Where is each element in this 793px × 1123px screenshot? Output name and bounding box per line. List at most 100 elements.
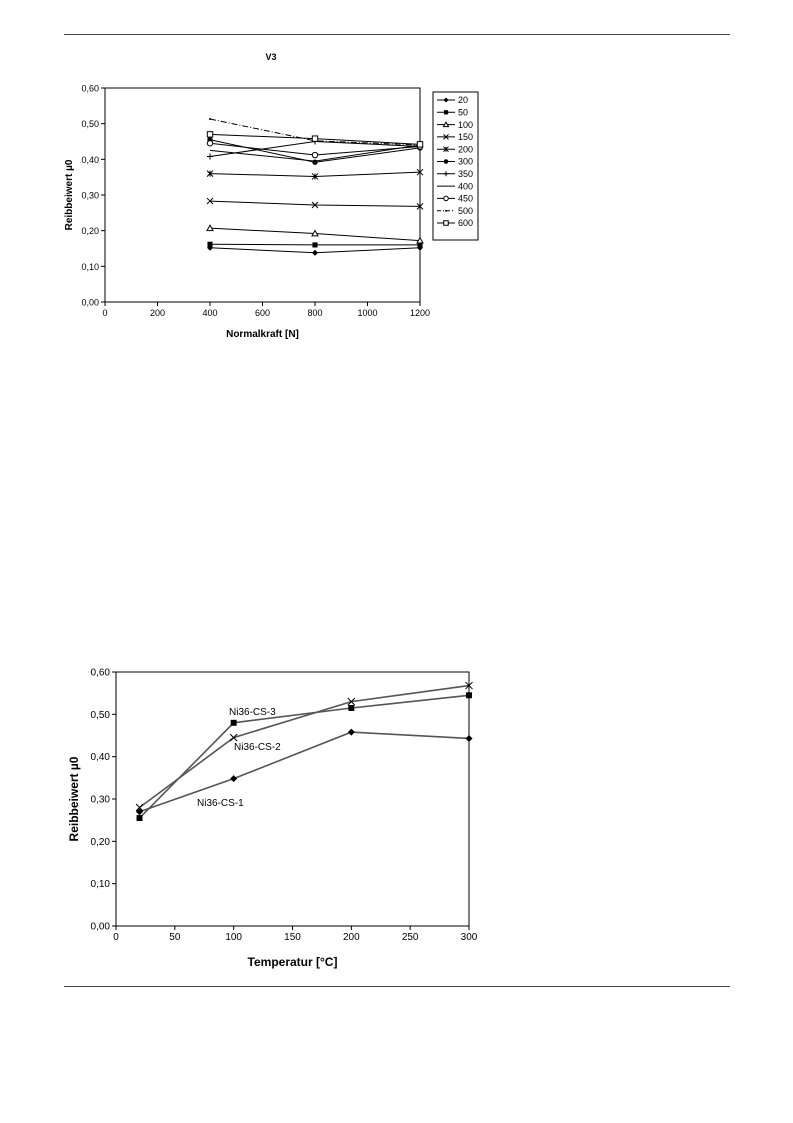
series-label-ni36-cs-3: Ni36-CS-3 <box>229 707 276 718</box>
legend-label: 100 <box>458 120 473 130</box>
data-point <box>206 170 214 177</box>
x-tick-label: 200 <box>150 308 165 318</box>
legend-marker <box>443 171 449 177</box>
chart-friction-vs-normal-force: 0,00 0,10 0,20 0,30 0,40 0,50 0,60 0 200 400 600 80… <box>64 52 479 340</box>
y-tick-label: 0,10 <box>91 879 111 890</box>
data-point <box>206 140 214 147</box>
legend-label: 50 <box>458 108 468 118</box>
x-tick-label: 50 <box>169 932 181 943</box>
series-ni36-cs-3 <box>136 692 472 822</box>
data-point <box>465 734 473 742</box>
legend-marker <box>443 134 449 140</box>
series-line <box>209 144 421 162</box>
y-tick-label: 0,00 <box>81 298 99 308</box>
x-tick-label: 0 <box>113 932 119 943</box>
legend-label: 20 <box>458 95 468 105</box>
series-400 <box>209 144 421 162</box>
legend-item-300: 300 <box>437 157 473 167</box>
legend-item-200: 200 <box>437 144 473 154</box>
x-tick-label: 600 <box>255 308 270 318</box>
x-tick-label: 100 <box>225 932 242 943</box>
y-axis-label: Reibbeiwert µ0 <box>67 756 81 841</box>
data-point <box>311 173 319 180</box>
data-point <box>311 201 319 209</box>
y-tick-label: 0,30 <box>91 795 111 806</box>
legend-label: 300 <box>458 157 473 167</box>
series-label-ni36-cs-1: Ni36-CS-1 <box>197 798 244 809</box>
x-tick-label: 200 <box>343 932 360 943</box>
legend-marker <box>443 146 449 153</box>
legend-item-350: 350 <box>437 169 473 179</box>
data-point <box>207 153 213 160</box>
data-point <box>136 808 144 816</box>
y-tick-label: 0,60 <box>81 84 99 94</box>
data-point <box>466 692 472 699</box>
data-point <box>416 141 424 148</box>
legend-label: 200 <box>458 144 473 154</box>
data-point <box>135 803 144 812</box>
chart-title: V3 <box>265 52 276 62</box>
data-point <box>206 197 214 205</box>
data-point <box>416 168 424 176</box>
legend-marker <box>443 159 449 164</box>
legend-label: 600 <box>458 218 473 228</box>
data-point <box>230 775 238 783</box>
y-tick-label: 0,40 <box>81 155 99 165</box>
y-tick-label: 0,20 <box>81 226 99 236</box>
legend-item-20: 20 <box>437 95 468 105</box>
data-point <box>348 705 355 711</box>
data-point <box>229 733 238 742</box>
series-150 <box>206 197 424 210</box>
series-line <box>139 684 470 809</box>
x-tick-label: 300 <box>461 932 478 943</box>
data-point <box>206 224 214 232</box>
data-point <box>206 131 214 138</box>
data-point <box>416 203 424 210</box>
legend-item-450: 450 <box>437 194 473 204</box>
data-point <box>312 249 318 256</box>
legend-marker <box>443 110 449 115</box>
y-tick-label: 0,20 <box>91 837 111 848</box>
y-axis-label: Reibbeiwert µ0 <box>64 159 75 230</box>
series-ni36-cs-2 <box>135 681 473 812</box>
y-tick-label: 0,60 <box>91 668 111 679</box>
data-point <box>230 719 237 726</box>
data-point <box>311 229 319 237</box>
x-tick-label: 1000 <box>357 308 377 318</box>
data-point <box>311 135 319 142</box>
data-point <box>311 151 319 159</box>
series-line <box>138 694 470 819</box>
data-point <box>347 728 355 736</box>
series-100 <box>206 224 424 244</box>
data-point <box>207 241 213 247</box>
legend-marker <box>443 97 449 103</box>
legend-box <box>432 91 479 241</box>
y-tick-label: 0,10 <box>81 262 99 272</box>
y-tick-label: 0,50 <box>91 710 111 721</box>
y-tick-label: 0,00 <box>91 922 111 933</box>
series-label-ni36-cs-2: Ni36-CS-2 <box>234 742 281 753</box>
x-tick-label: 0 <box>102 308 107 318</box>
legend-item-50: 50 <box>437 108 468 118</box>
footer-rule <box>64 986 730 987</box>
data-point <box>347 697 356 706</box>
series-ni36-cs-1 <box>136 728 473 816</box>
x-tick-label: 250 <box>402 932 419 943</box>
legend-item-100: 100 <box>437 120 473 130</box>
legend-item-150: 150 <box>437 132 473 142</box>
chart-friction-vs-temperature: 0,00 0,10 0,20 0,30 0,40 0,50 0,60 0 50 100 150 200… <box>67 668 478 970</box>
plot-frame <box>115 671 470 927</box>
x-tick-label: 150 <box>284 932 301 943</box>
legend-label: 150 <box>458 132 473 142</box>
x-axis-label: Normalkraft [N] <box>226 329 299 340</box>
y-tick-label: 0,40 <box>91 752 111 763</box>
data-point <box>416 236 424 244</box>
series-600 <box>206 131 424 148</box>
x-tick-label: 1200 <box>410 308 430 318</box>
data-point <box>312 242 318 248</box>
series-200 <box>206 168 424 180</box>
legend-label: 500 <box>458 206 473 216</box>
series-50 <box>207 241 423 248</box>
data-point <box>417 242 423 248</box>
legend-label: 450 <box>458 194 473 204</box>
